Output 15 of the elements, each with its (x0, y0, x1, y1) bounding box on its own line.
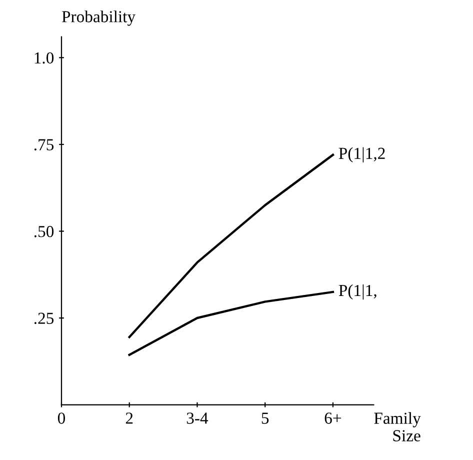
y-tick-label: 1.0 (34, 52, 54, 64)
line-series (128, 290, 334, 356)
x-tick-label: 3-4 (186, 412, 208, 424)
x-tick-label: 0 (58, 412, 66, 424)
x-axis-title: Family Size (374, 412, 421, 442)
series-label: P(1|1, (338, 284, 376, 300)
y-tick-label: .75 (34, 139, 54, 150)
y-tick-label: .50 (34, 226, 54, 238)
series-label: P(1|1,2 (338, 147, 385, 162)
y-tick-label: .25 (34, 312, 54, 324)
line-series (128, 154, 334, 338)
x-tick-label: 5 (262, 412, 269, 424)
x-tick-label: 2 (126, 412, 133, 424)
x-tick-label: 6+ (324, 412, 342, 424)
y-axis-title: Probability (62, 10, 136, 26)
